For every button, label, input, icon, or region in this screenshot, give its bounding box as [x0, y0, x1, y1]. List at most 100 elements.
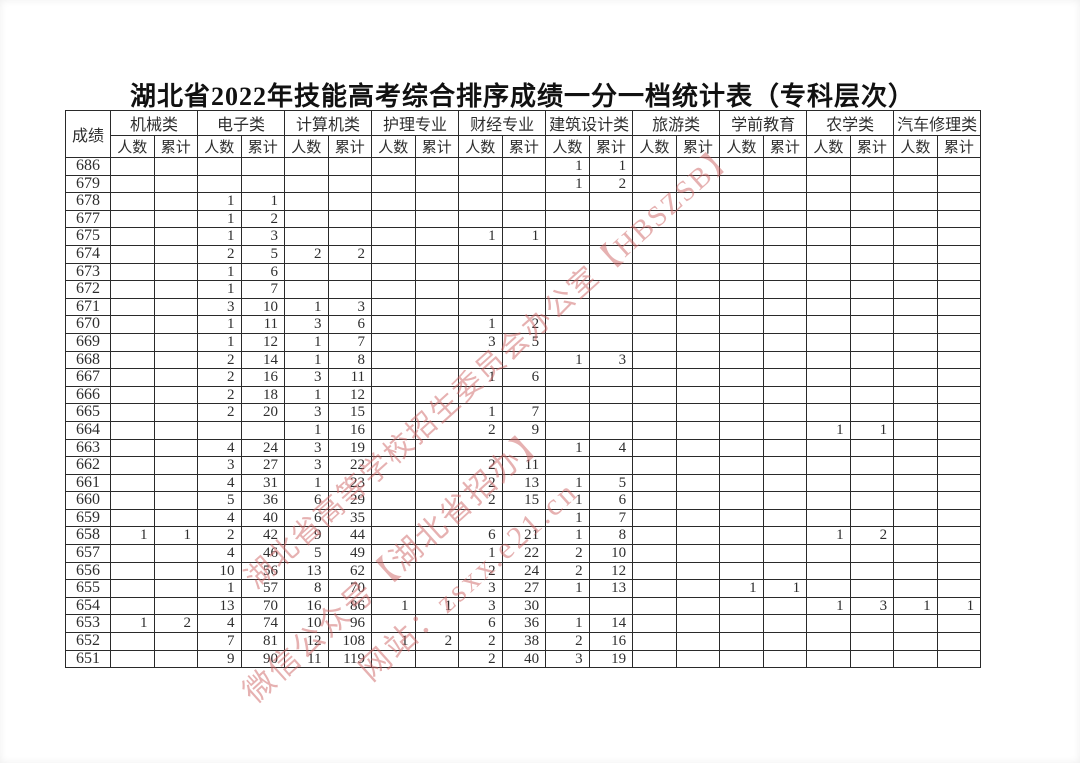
count-subheader: 人数 [458, 135, 503, 158]
count-cell [284, 209, 329, 229]
cumulative-cell [153, 544, 199, 563]
cumulative-cell [675, 420, 721, 440]
cumulative-cell [936, 403, 982, 422]
cumulative-cell [675, 350, 721, 370]
table-row: 669 1 12 1 7 3 5 [65, 332, 982, 352]
count-cell: 2 [458, 632, 503, 651]
cumulative-cell [153, 174, 199, 194]
count-cell [632, 332, 677, 352]
cumulative-cell [414, 403, 460, 422]
cumulative-cell [849, 632, 895, 651]
score-cell: 658 [65, 526, 111, 546]
count-cell [632, 350, 677, 370]
table-row: 653 1 2 4 74 10 96 6 36 1 14 [65, 614, 982, 634]
cumulative-cell [762, 350, 808, 370]
count-cell: 1 [545, 174, 590, 194]
count-cell [371, 649, 416, 669]
cumulative-cell [849, 561, 895, 581]
cumulative-subheader: 累计 [762, 135, 808, 158]
cumulative-cell [762, 315, 808, 334]
count-cell [806, 297, 851, 317]
cumulative-cell [414, 174, 460, 194]
category-header-4: 财经专业 [458, 110, 547, 136]
count-cell: 11 [284, 649, 329, 669]
cumulative-cell [675, 526, 721, 546]
cumulative-cell: 2 [327, 244, 373, 264]
score-cell: 671 [65, 297, 111, 317]
count-cell: 6 [458, 614, 503, 634]
cumulative-cell: 35 [327, 508, 373, 528]
count-cell [806, 544, 851, 563]
count-cell [632, 244, 677, 264]
cumulative-cell [849, 579, 895, 598]
table-row: 674 2 5 2 2 [65, 244, 982, 264]
cumulative-cell: 22 [327, 456, 373, 475]
count-cell [545, 209, 590, 229]
count-cell [632, 297, 677, 317]
count-cell [110, 157, 155, 176]
count-cell: 1 [893, 596, 938, 616]
category-header-9: 汽车修理类 [893, 110, 982, 136]
cumulative-cell [762, 262, 808, 282]
score-cell: 662 [65, 456, 111, 475]
cumulative-cell [588, 280, 634, 299]
cumulative-cell [501, 350, 547, 370]
cumulative-cell [936, 174, 982, 194]
count-cell [371, 403, 416, 422]
count-cell [110, 579, 155, 598]
cumulative-cell: 15 [327, 403, 373, 422]
score-cell: 665 [65, 403, 111, 422]
count-cell: 2 [197, 403, 242, 422]
cumulative-cell [936, 157, 982, 176]
count-cell: 1 [806, 420, 851, 440]
cumulative-cell: 1 [588, 157, 634, 176]
count-cell [110, 174, 155, 194]
count-cell [284, 280, 329, 299]
count-cell [893, 157, 938, 176]
score-cell: 666 [65, 385, 111, 405]
count-cell [632, 192, 677, 211]
table-row: 667 2 16 3 11 1 6 [65, 368, 982, 387]
cumulative-cell [936, 473, 982, 493]
cumulative-cell [414, 350, 460, 370]
cumulative-cell [936, 456, 982, 475]
count-cell [893, 227, 938, 246]
cumulative-cell [153, 579, 199, 598]
cumulative-cell [762, 561, 808, 581]
cumulative-cell [675, 192, 721, 211]
cumulative-cell [849, 508, 895, 528]
cumulative-cell [501, 244, 547, 264]
cumulative-cell [414, 649, 460, 669]
score-column-header: 成绩 [65, 110, 111, 158]
cumulative-cell [327, 157, 373, 176]
count-cell [632, 579, 677, 598]
count-cell [632, 174, 677, 194]
count-subheader: 人数 [284, 135, 329, 158]
cumulative-cell [936, 244, 982, 264]
count-cell [632, 508, 677, 528]
cumulative-cell [501, 209, 547, 229]
count-cell [197, 157, 242, 176]
table-row: 679 1 2 [65, 174, 982, 194]
count-cell [719, 473, 764, 493]
cumulative-cell [936, 561, 982, 581]
table-row: 651 9 90 11 119 2 40 3 19 [65, 649, 982, 669]
count-cell [632, 227, 677, 246]
count-cell [371, 315, 416, 334]
count-cell [893, 385, 938, 405]
cumulative-cell [327, 192, 373, 211]
cumulative-cell: 1 [414, 596, 460, 616]
count-cell [545, 596, 590, 616]
cumulative-cell [153, 473, 199, 493]
cumulative-subheader: 累计 [501, 135, 547, 158]
count-cell: 1 [545, 438, 590, 458]
count-cell: 1 [545, 473, 590, 493]
cumulative-cell [153, 491, 199, 510]
cumulative-cell [414, 227, 460, 246]
cumulative-cell: 30 [501, 596, 547, 616]
cumulative-cell [762, 438, 808, 458]
count-cell: 3 [545, 649, 590, 669]
cumulative-cell [327, 209, 373, 229]
count-cell [893, 473, 938, 493]
count-cell [371, 280, 416, 299]
